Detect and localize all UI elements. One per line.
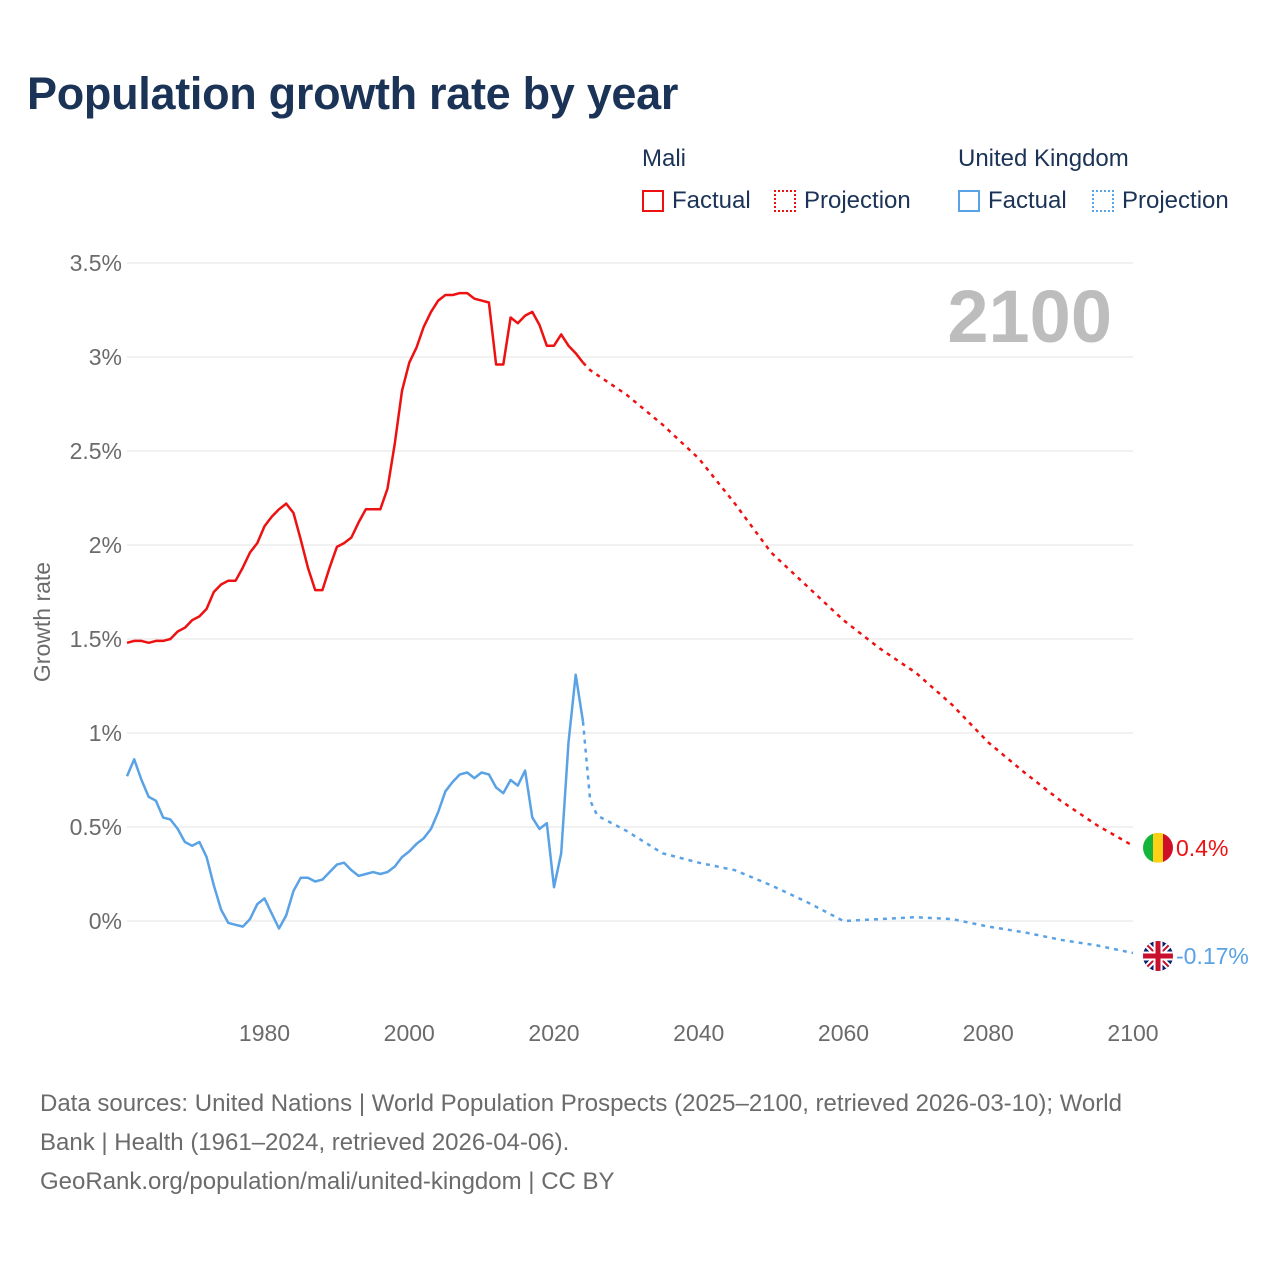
- y-tick-label: 0%: [89, 908, 122, 934]
- solid-swatch-icon: [958, 190, 980, 212]
- page-title: Population growth rate by year: [27, 68, 679, 119]
- x-tick-label: 2020: [528, 1020, 579, 1046]
- legend-mali-title: Mali: [642, 145, 687, 172]
- y-tick-label: 3%: [89, 344, 122, 370]
- legend-label: Projection: [1122, 187, 1229, 214]
- flag-cross-red: [1143, 940, 1173, 971]
- end-value-label: 0.4%: [1176, 835, 1228, 861]
- flag-stripe: [1143, 832, 1154, 863]
- mali-flag-icon: [1143, 832, 1173, 863]
- dotted-swatch-icon: [774, 190, 796, 212]
- mali-projection-line: [582, 361, 1134, 847]
- legend-label: Projection: [804, 187, 911, 214]
- uk-flag-icon: [1143, 940, 1173, 971]
- x-tick-label: 2040: [673, 1020, 724, 1046]
- x-tick-label: 2100: [1107, 1020, 1158, 1046]
- dotted-swatch-icon: [1092, 190, 1114, 212]
- legend-label: Factual: [672, 187, 751, 214]
- x-tick-label: 2080: [963, 1020, 1014, 1046]
- flag-stripe: [1153, 832, 1164, 863]
- x-tick-label: 1980: [239, 1020, 290, 1046]
- y-tick-label: 0.5%: [70, 814, 122, 840]
- solid-swatch-icon: [642, 190, 664, 212]
- y-tick-label: 3.5%: [70, 250, 122, 276]
- end-value-label: -0.17%: [1176, 943, 1249, 969]
- legend-uk-projection[interactable]: Projection: [1092, 187, 1229, 215]
- y-axis-label: Growth rate: [29, 562, 55, 682]
- mali-factual-line: [126, 291, 584, 645]
- chart: 0% 0.5% 1% 1.5% 2% 2.5% 3% 3.5% 1980 2000 2020 2040…: [29, 250, 1249, 1046]
- x-tick-label: 2060: [818, 1020, 869, 1046]
- legend-label: Factual: [988, 187, 1067, 214]
- uk-projection-line: [581, 721, 1134, 955]
- legend-mali-projection[interactable]: Projection: [774, 187, 911, 215]
- y-tick-label: 2%: [89, 532, 122, 558]
- y-tick-label: 1.5%: [70, 626, 122, 652]
- legend-uk-title: United Kingdom: [958, 145, 1129, 172]
- flag-stripe: [1163, 832, 1173, 863]
- footer-credit-link[interactable]: GeoRank.org/population/mali/united-kingd…: [40, 1168, 615, 1195]
- legend-uk-factual[interactable]: Factual: [958, 187, 1067, 215]
- uk-factual-line: [125, 673, 585, 930]
- legend-mali-factual[interactable]: Factual: [642, 187, 751, 215]
- x-tick-label: 2000: [384, 1020, 435, 1046]
- footer-sources-line1: Data sources: United Nations | World Pop…: [40, 1090, 1122, 1117]
- year-overlay: 2100: [947, 275, 1112, 358]
- y-tick-label: 2.5%: [70, 438, 122, 464]
- y-tick-label: 1%: [89, 720, 122, 746]
- footer-sources-line2: Bank | Health (1961–2024, retrieved 2026…: [40, 1129, 570, 1156]
